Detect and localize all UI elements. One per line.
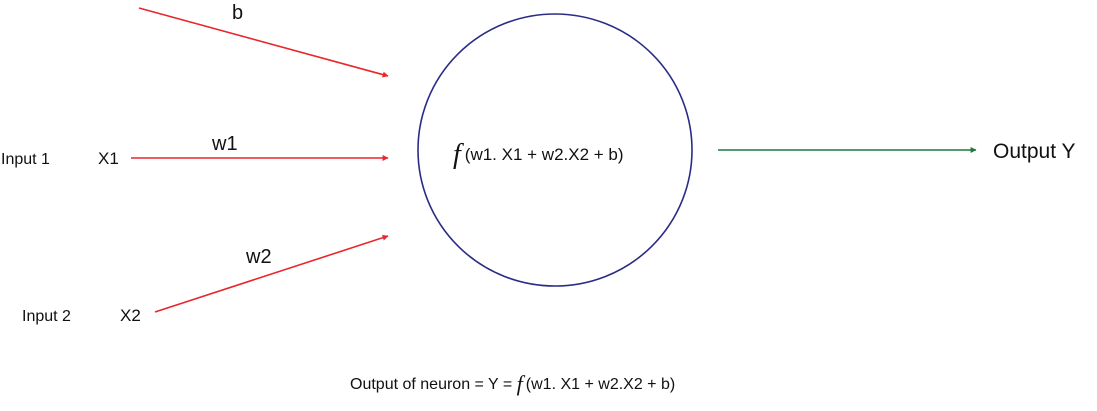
input-2-variable: X2 [120,306,141,325]
bias-arrow [138,7,389,78]
input-1-variable: X1 [98,149,119,168]
output-label: Output Y [993,140,1076,163]
weight-1-label: w1 [211,133,238,155]
function-expression: (w1. X1 + w2.X2 + b) [465,145,624,164]
caption-function-symbol: f [517,371,526,396]
input-1-label: Input 1 [1,151,50,168]
caption-expression: (w1. X1 + w2.X2 + b) [526,376,675,393]
input-2-label: Input 2 [22,308,71,325]
neuron-function: f (w1. X1 + w2.X2 + b) [453,139,624,170]
bias-label: b [232,2,243,24]
caption-prefix: Output of neuron = Y = [350,376,517,393]
input-2-arrow [154,234,389,313]
caption: Output of neuron = Y = f (w1. X1 + w2.X2 … [350,371,675,396]
function-symbol: f [453,139,464,170]
weight-2-label: w2 [245,246,272,268]
neuron-circle [417,13,693,287]
